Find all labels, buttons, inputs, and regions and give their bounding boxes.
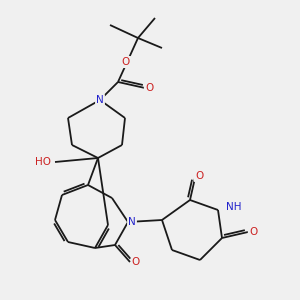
Text: HO: HO [35,157,51,167]
Text: N: N [96,95,104,105]
Text: O: O [122,57,130,67]
Text: O: O [145,83,153,93]
Text: NH: NH [226,202,242,212]
Text: O: O [195,171,203,181]
Text: O: O [132,257,140,267]
Text: O: O [249,227,257,237]
Text: N: N [128,217,136,227]
